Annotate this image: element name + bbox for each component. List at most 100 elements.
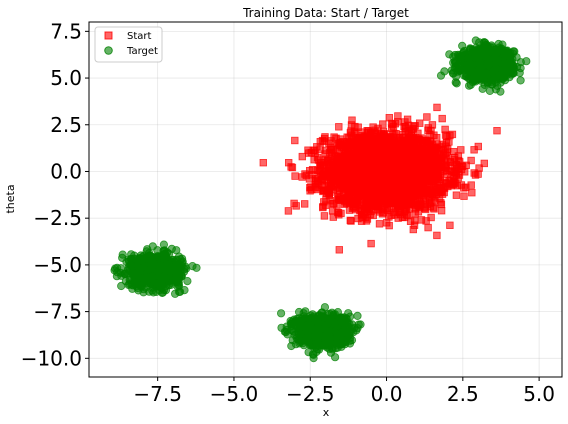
point-start xyxy=(329,213,337,221)
point-start xyxy=(306,187,314,195)
point-target xyxy=(172,276,181,286)
point-start xyxy=(352,133,360,142)
point-start xyxy=(320,212,329,220)
point-target xyxy=(470,75,479,85)
point-start xyxy=(301,170,309,178)
point-start xyxy=(424,126,432,134)
point-start xyxy=(320,186,328,194)
point-target xyxy=(160,272,169,281)
point-start xyxy=(291,136,299,145)
point-target xyxy=(160,247,169,256)
point-start xyxy=(259,158,267,167)
point-target xyxy=(449,69,458,78)
point-start xyxy=(339,179,347,187)
point-start xyxy=(340,171,348,179)
point-start xyxy=(433,103,441,112)
point-target xyxy=(153,279,162,289)
point-start xyxy=(437,200,446,209)
point-target xyxy=(482,69,491,78)
point-start xyxy=(457,181,466,189)
point-start xyxy=(345,138,354,147)
point-target xyxy=(147,264,156,273)
point-target xyxy=(161,285,171,295)
point-target xyxy=(148,272,157,281)
point-start xyxy=(371,130,380,138)
point-start xyxy=(348,187,356,195)
point-target xyxy=(464,54,473,63)
point-start xyxy=(393,191,401,200)
point-target xyxy=(276,309,286,318)
point-start xyxy=(410,190,418,198)
point-start xyxy=(424,223,432,232)
point-start xyxy=(382,179,391,188)
point-start xyxy=(452,191,461,199)
point-start xyxy=(406,200,414,209)
point-target xyxy=(522,57,531,66)
point-start xyxy=(323,156,332,165)
chart-title: Training Data: Start / Target xyxy=(242,6,409,20)
point-start xyxy=(385,221,393,230)
point-target xyxy=(183,276,192,286)
point-start xyxy=(404,169,413,178)
point-start xyxy=(290,199,298,208)
point-start xyxy=(330,160,338,169)
point-start xyxy=(367,142,375,150)
point-start xyxy=(446,221,454,229)
point-target xyxy=(149,288,158,297)
point-target xyxy=(147,257,156,266)
point-target xyxy=(128,284,137,293)
point-start xyxy=(372,180,380,189)
point-start xyxy=(291,172,299,180)
point-start xyxy=(422,137,431,145)
point-target xyxy=(475,38,484,47)
point-target xyxy=(487,41,496,50)
point-start xyxy=(350,153,359,162)
point-start xyxy=(344,154,352,162)
point-target xyxy=(192,263,201,272)
point-target xyxy=(505,60,515,70)
point-start xyxy=(417,216,426,224)
point-target xyxy=(176,255,185,264)
point-start xyxy=(348,116,356,124)
point-target xyxy=(491,85,500,94)
point-start xyxy=(438,114,446,123)
point-start xyxy=(308,165,317,174)
point-target xyxy=(172,246,181,255)
point-start xyxy=(467,156,475,165)
point-start xyxy=(346,216,354,225)
point-start xyxy=(432,186,441,194)
point-target xyxy=(118,250,127,259)
point-start xyxy=(320,134,329,143)
point-start xyxy=(415,119,424,127)
point-start xyxy=(390,147,398,156)
point-start xyxy=(431,150,439,158)
point-start xyxy=(428,121,437,129)
point-start xyxy=(358,179,366,187)
point-start xyxy=(288,163,297,172)
point-start xyxy=(347,127,355,135)
point-start xyxy=(305,175,314,183)
point-start xyxy=(284,158,293,167)
point-start xyxy=(395,208,404,217)
point-start xyxy=(470,169,478,177)
point-start xyxy=(410,147,418,155)
point-start xyxy=(358,170,367,178)
point-start xyxy=(335,123,343,131)
point-start xyxy=(412,175,420,183)
point-target xyxy=(126,275,135,285)
point-start xyxy=(404,121,413,129)
point-start xyxy=(440,156,449,164)
point-start xyxy=(400,155,408,163)
point-start xyxy=(330,133,338,141)
point-target xyxy=(113,268,122,277)
point-start xyxy=(360,160,369,169)
point-start xyxy=(388,198,397,206)
point-start xyxy=(418,178,427,187)
point-start xyxy=(420,157,428,166)
point-start xyxy=(358,132,366,140)
point-start xyxy=(470,146,478,154)
point-target xyxy=(516,76,525,85)
point-start xyxy=(493,127,501,135)
point-start xyxy=(431,175,439,183)
